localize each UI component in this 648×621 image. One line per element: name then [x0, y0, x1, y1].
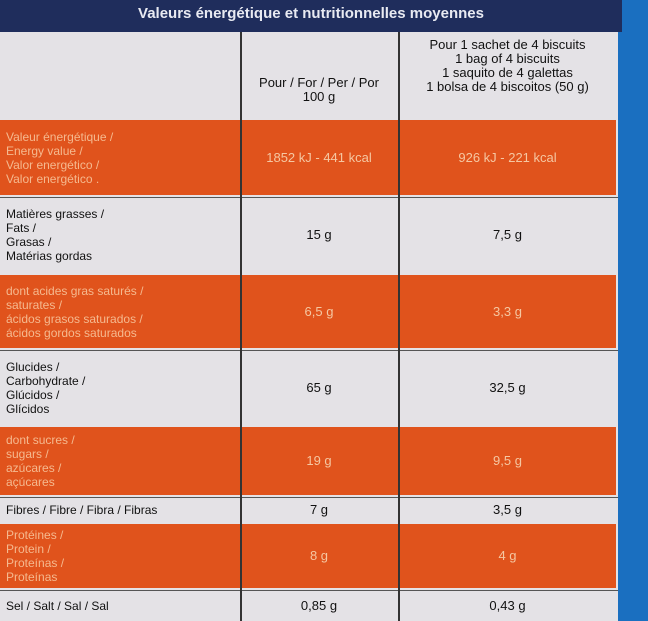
row-band [0, 275, 616, 348]
row-label: Energy value / [6, 143, 83, 158]
row-band [0, 427, 616, 495]
row-label: açúcares [6, 475, 55, 489]
per-serving-value: 0,43 g [489, 597, 526, 613]
per-100g-value: 0,85 g [300, 597, 338, 613]
row-label: Valor energético . [6, 171, 100, 186]
row-label: Sel / Salt / Sal / Sal [6, 598, 109, 613]
row-label: Valeur énergétique / [6, 129, 114, 144]
per-serving-value: 32,5 g [489, 379, 526, 395]
row-label: azúcares / [6, 461, 62, 475]
row-divider [0, 197, 618, 198]
row-divider [0, 497, 618, 498]
per-serving-value: 7,5 g [493, 227, 522, 242]
row-label: saturates / [6, 297, 63, 312]
per-100g-value: 7 g [309, 501, 329, 517]
row-label: Glucides / [6, 359, 60, 374]
column-divider [240, 32, 242, 621]
column-divider [398, 32, 400, 621]
row-label: Fibres / Fibre / Fibra / Fibras [6, 502, 158, 517]
row-label: Glícidos [6, 401, 50, 416]
per-100g-value: 6,5 g [304, 303, 334, 319]
row-divider [0, 350, 618, 351]
per-100g-value: 1852 kJ - 441 kcal [266, 149, 372, 165]
row-label: Matérias gordas [6, 249, 93, 263]
per-100g-value: 19 g [306, 453, 332, 468]
row-label: Proteínas / [6, 556, 65, 570]
row-label: ácidos gordos saturados [6, 325, 137, 340]
row-label: Protéines / [6, 528, 64, 542]
row-band [0, 524, 616, 588]
row-label: Glúcidos / [6, 387, 60, 402]
row-label: Fats / [6, 221, 37, 235]
row-label: dont sucres / [6, 433, 75, 447]
column-header: Pour / For / Per / Por [259, 75, 379, 90]
per-100g-value: 8 g [309, 548, 329, 563]
row-label: sugars / [6, 447, 49, 461]
per-100g-value: 15 g [306, 227, 332, 242]
row-label: Carbohydrate / [6, 373, 86, 388]
row-divider [0, 590, 618, 591]
row-label: Grasas / [6, 235, 52, 249]
row-label: Proteínas [6, 570, 58, 584]
row-label: Matières grasses / [6, 207, 105, 221]
per-serving-value: 3,5 g [493, 501, 522, 517]
column-header: 1 bag of 4 biscuits [455, 51, 560, 66]
per-serving-value: 3,3 g [493, 303, 522, 319]
row-label: ácidos grasos saturados / [6, 311, 143, 326]
column-header: 1 saquito de 4 galettas [442, 65, 573, 80]
row-band [0, 120, 616, 195]
title: Valeurs énergétique et nutritionnelles m… [0, 0, 622, 32]
column-header: 100 g [302, 89, 336, 104]
per-serving-value: 926 kJ - 221 kcal [458, 149, 557, 165]
row-label: dont acides gras saturés / [6, 283, 144, 298]
column-header: 1 bolsa de 4 biscoitos (50 g) [426, 79, 589, 94]
row-label: Protein / [6, 542, 51, 556]
column-header: Pour 1 sachet de 4 biscuits [429, 37, 586, 52]
row-label: Valor energético / [6, 157, 100, 172]
per-serving-value: 4 g [498, 548, 517, 563]
per-100g-value: 65 g [306, 379, 332, 395]
per-serving-value: 9,5 g [493, 453, 522, 468]
